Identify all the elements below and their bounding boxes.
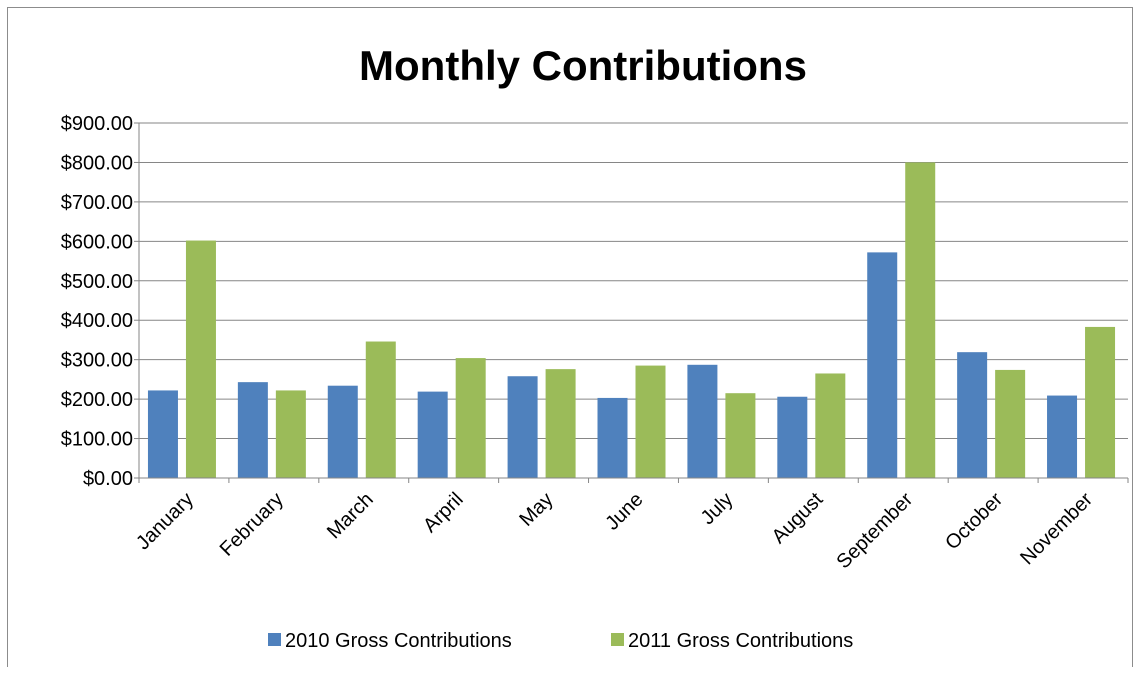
legend-swatch xyxy=(611,633,624,646)
bar-2011-june xyxy=(635,365,666,478)
y-tick-label: $200.00 xyxy=(61,389,133,411)
bar-2010-november xyxy=(1047,395,1078,478)
x-tick-label: September xyxy=(833,488,918,573)
bar-2011-october xyxy=(995,369,1026,478)
x-tick-label: November xyxy=(1016,488,1097,569)
bar-2010-february xyxy=(237,382,268,478)
y-tick-label: $900.00 xyxy=(61,113,133,135)
bar-2010-june xyxy=(597,397,628,478)
bar-2010-october xyxy=(957,352,988,478)
y-tick-label: $500.00 xyxy=(61,271,133,293)
x-tick-label: Arpril xyxy=(419,488,468,537)
bar-2011-november xyxy=(1085,326,1116,478)
bars xyxy=(147,162,1116,478)
bar-2011-february xyxy=(275,390,306,478)
legend-label: 2011 Gross Contributions xyxy=(628,630,853,652)
bar-2011-august xyxy=(815,373,846,478)
bar-2011-january xyxy=(185,240,216,478)
bar-2011-september xyxy=(905,162,936,478)
y-tick-label: $600.00 xyxy=(61,231,133,253)
bar-2010-march xyxy=(327,385,358,478)
bar-2010-arpril xyxy=(417,391,448,478)
bar-2011-july xyxy=(725,393,756,478)
x-tick-label: July xyxy=(697,488,738,529)
chart-title: Monthly Contributions xyxy=(359,42,807,89)
y-tick-label: $0.00 xyxy=(83,468,133,490)
y-tick-label: $400.00 xyxy=(61,310,133,332)
bar-2010-august xyxy=(777,396,808,478)
y-tick-label: $800.00 xyxy=(61,152,133,174)
bar-2010-july xyxy=(687,364,718,478)
legend-swatch xyxy=(268,633,281,646)
x-tick-label: March xyxy=(323,488,378,543)
y-tick-label: $700.00 xyxy=(61,192,133,214)
bar-2010-may xyxy=(507,376,538,478)
legend: 2010 Gross Contributions 2011 Gross Contr… xyxy=(268,630,853,652)
chart-frame xyxy=(7,7,1133,667)
legend-label: 2010 Gross Contributions xyxy=(285,630,512,652)
bar-2010-september xyxy=(867,252,898,478)
x-tick-label: February xyxy=(216,488,288,560)
axes: $0.00 $100.00 $200.00 $300.00 $400.00 $500.00… xyxy=(61,113,1129,573)
bar-2011-march xyxy=(365,341,396,478)
bar-2011-arpril xyxy=(455,358,486,478)
bar-2010-january xyxy=(147,390,178,478)
x-tick-label: October xyxy=(941,488,1007,554)
x-tick-label: August xyxy=(768,488,828,548)
y-tick-label: $300.00 xyxy=(61,350,133,372)
bar-2011-may xyxy=(545,369,576,478)
x-tick-label: May xyxy=(515,488,557,530)
y-tick-label: $100.00 xyxy=(61,429,133,451)
x-tick-label: January xyxy=(132,488,198,554)
x-tick-label: June xyxy=(601,488,647,534)
